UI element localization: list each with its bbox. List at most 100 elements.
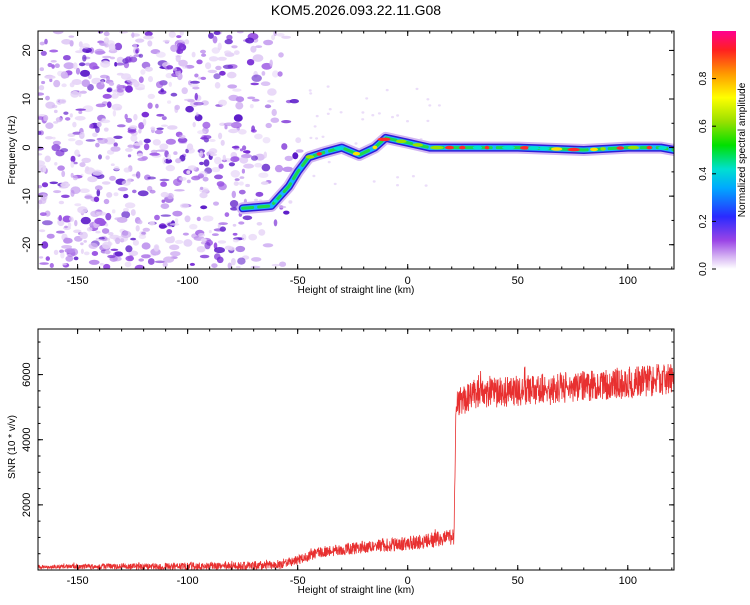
- noise-blob: [58, 200, 65, 205]
- noise-blob: [179, 31, 184, 36]
- noise-blob: [125, 85, 133, 93]
- noise-blob: [196, 216, 201, 222]
- noise-blob: [53, 79, 61, 88]
- noise-blob: [63, 237, 73, 244]
- noise-blob: [103, 61, 110, 65]
- noise-blob: [106, 88, 112, 93]
- noise-blob: [226, 34, 233, 41]
- noise-blob: [254, 133, 263, 140]
- noise-blob: [133, 142, 143, 146]
- ridge-hotspot: [600, 147, 606, 151]
- noise-blob: [276, 33, 285, 37]
- noise-blob: [127, 144, 134, 148]
- noise-speck: [396, 176, 400, 179]
- noise-blob: [248, 233, 258, 241]
- noise-speck: [365, 97, 369, 100]
- noise-blob: [186, 179, 191, 184]
- noise-blob: [78, 41, 83, 48]
- noise-blob: [143, 143, 150, 151]
- noise-blob: [174, 218, 179, 224]
- noise-blob: [166, 65, 174, 70]
- noise-blob: [160, 214, 171, 217]
- noise-blob: [55, 117, 63, 123]
- noise-blob: [192, 121, 196, 128]
- noise-blob: [73, 256, 79, 261]
- noise-blob: [160, 203, 170, 210]
- noise-blob: [174, 239, 184, 244]
- noise-blob: [62, 215, 72, 223]
- noise-blob: [50, 60, 57, 63]
- noise-blob: [295, 149, 304, 153]
- noise-blob: [162, 157, 166, 165]
- noise-blob: [98, 236, 105, 240]
- noise-blob: [108, 81, 115, 86]
- noise-blob: [278, 52, 284, 58]
- noise-blob: [183, 239, 193, 247]
- noise-blob: [223, 122, 235, 127]
- noise-blob: [72, 62, 78, 70]
- noise-blob: [105, 212, 112, 221]
- noise-speck: [361, 118, 365, 121]
- noise-speck: [309, 136, 313, 140]
- noise-blob: [134, 264, 145, 269]
- noise-blob: [123, 167, 131, 173]
- noise-blob: [80, 242, 84, 246]
- noise-blob: [110, 93, 119, 99]
- noise-blob: [141, 254, 151, 259]
- noise-blob: [138, 234, 147, 240]
- noise-blob: [61, 39, 72, 45]
- noise-speck: [377, 112, 381, 115]
- noise-blob: [70, 155, 76, 163]
- noise-blob: [143, 35, 154, 40]
- noise-blob: [149, 189, 156, 194]
- noise-blob: [200, 205, 208, 210]
- noise-blob: [110, 248, 119, 251]
- noise-blob: [162, 39, 171, 43]
- noise-blob: [117, 187, 128, 192]
- noise-blob: [89, 123, 94, 129]
- snr-frame: [37, 328, 675, 571]
- noise-blob: [226, 71, 237, 79]
- noise-blob: [75, 67, 81, 75]
- noise-blob: [68, 138, 76, 142]
- x-tick-label: 100: [619, 275, 637, 287]
- noise-blob: [141, 111, 150, 118]
- noise-blob: [170, 44, 178, 52]
- noise-blob: [243, 163, 255, 169]
- noise-blob: [75, 108, 86, 111]
- noise-blob: [232, 238, 239, 243]
- noise-blob: [173, 151, 178, 156]
- noise-blob: [279, 205, 287, 209]
- noise-blob: [211, 167, 221, 173]
- noise-blob: [114, 251, 123, 257]
- noise-blob: [232, 223, 237, 227]
- noise-blob: [258, 172, 269, 178]
- colorbar-tick-label: 0.0: [698, 262, 709, 276]
- noise-blob: [167, 153, 172, 161]
- noise-blob: [232, 232, 238, 236]
- noise-blob: [112, 256, 122, 262]
- noise-blob: [191, 51, 196, 58]
- ridge-hotspot: [520, 146, 530, 150]
- noise-blob: [117, 89, 124, 93]
- noise-blob: [235, 265, 241, 269]
- noise-blob: [129, 56, 138, 63]
- noise-blob: [255, 191, 264, 197]
- noise-blob: [102, 93, 112, 99]
- noise-blob: [49, 49, 59, 53]
- noise-speck: [372, 180, 376, 183]
- noise-blob: [174, 104, 180, 111]
- noise-blob: [267, 99, 275, 103]
- noise-blob: [264, 104, 272, 109]
- x-tick-label: -150: [67, 275, 89, 287]
- y-tick-label: -20: [21, 237, 33, 253]
- noise-blob: [196, 59, 203, 65]
- noise-blob: [96, 121, 102, 128]
- noise-speck: [315, 137, 319, 140]
- noise-blob: [113, 135, 123, 139]
- noise-blob: [217, 42, 222, 51]
- ridge-hotspot: [502, 145, 515, 150]
- noise-blob: [208, 230, 212, 234]
- noise-blob: [138, 258, 144, 262]
- noise-blob: [172, 67, 178, 71]
